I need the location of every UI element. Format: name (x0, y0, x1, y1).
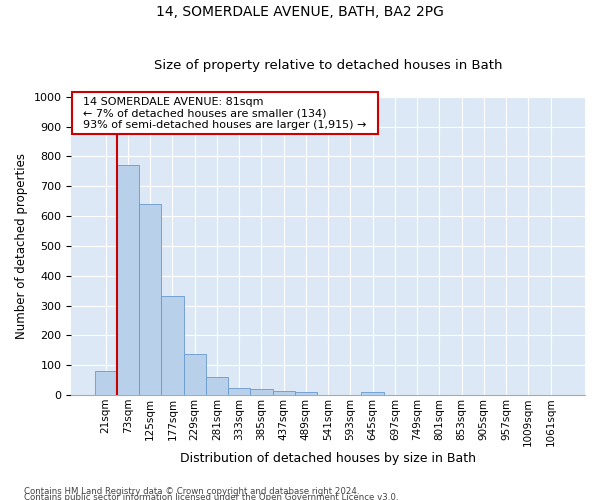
Bar (117, 166, 139, 395)
Bar (250, 389, 272, 395)
X-axis label: Distribution of detached houses by size in Bath: Distribution of detached houses by size … (180, 452, 476, 465)
Bar (228, 388, 250, 395)
Bar (161, 296, 184, 395)
Text: Contains public sector information licensed under the Open Government Licence v3: Contains public sector information licen… (24, 492, 398, 500)
Text: 14 SOMERDALE AVENUE: 81sqm  
  ← 7% of detached houses are smaller (134)  
  93%: 14 SOMERDALE AVENUE: 81sqm ← 7% of detac… (76, 97, 374, 130)
Title: Size of property relative to detached houses in Bath: Size of property relative to detached ho… (154, 59, 502, 72)
Y-axis label: Number of detached properties: Number of detached properties (15, 153, 28, 339)
Text: Contains HM Land Registry data © Crown copyright and database right 2024.: Contains HM Land Registry data © Crown c… (24, 486, 359, 496)
Bar (95, 370, 117, 395)
Bar (272, 390, 295, 395)
Bar (206, 377, 228, 395)
Bar (139, 204, 161, 395)
Bar (295, 392, 317, 395)
Bar (184, 354, 206, 395)
Text: 14, SOMERDALE AVENUE, BATH, BA2 2PG: 14, SOMERDALE AVENUE, BATH, BA2 2PG (156, 5, 444, 19)
Bar (361, 392, 384, 395)
